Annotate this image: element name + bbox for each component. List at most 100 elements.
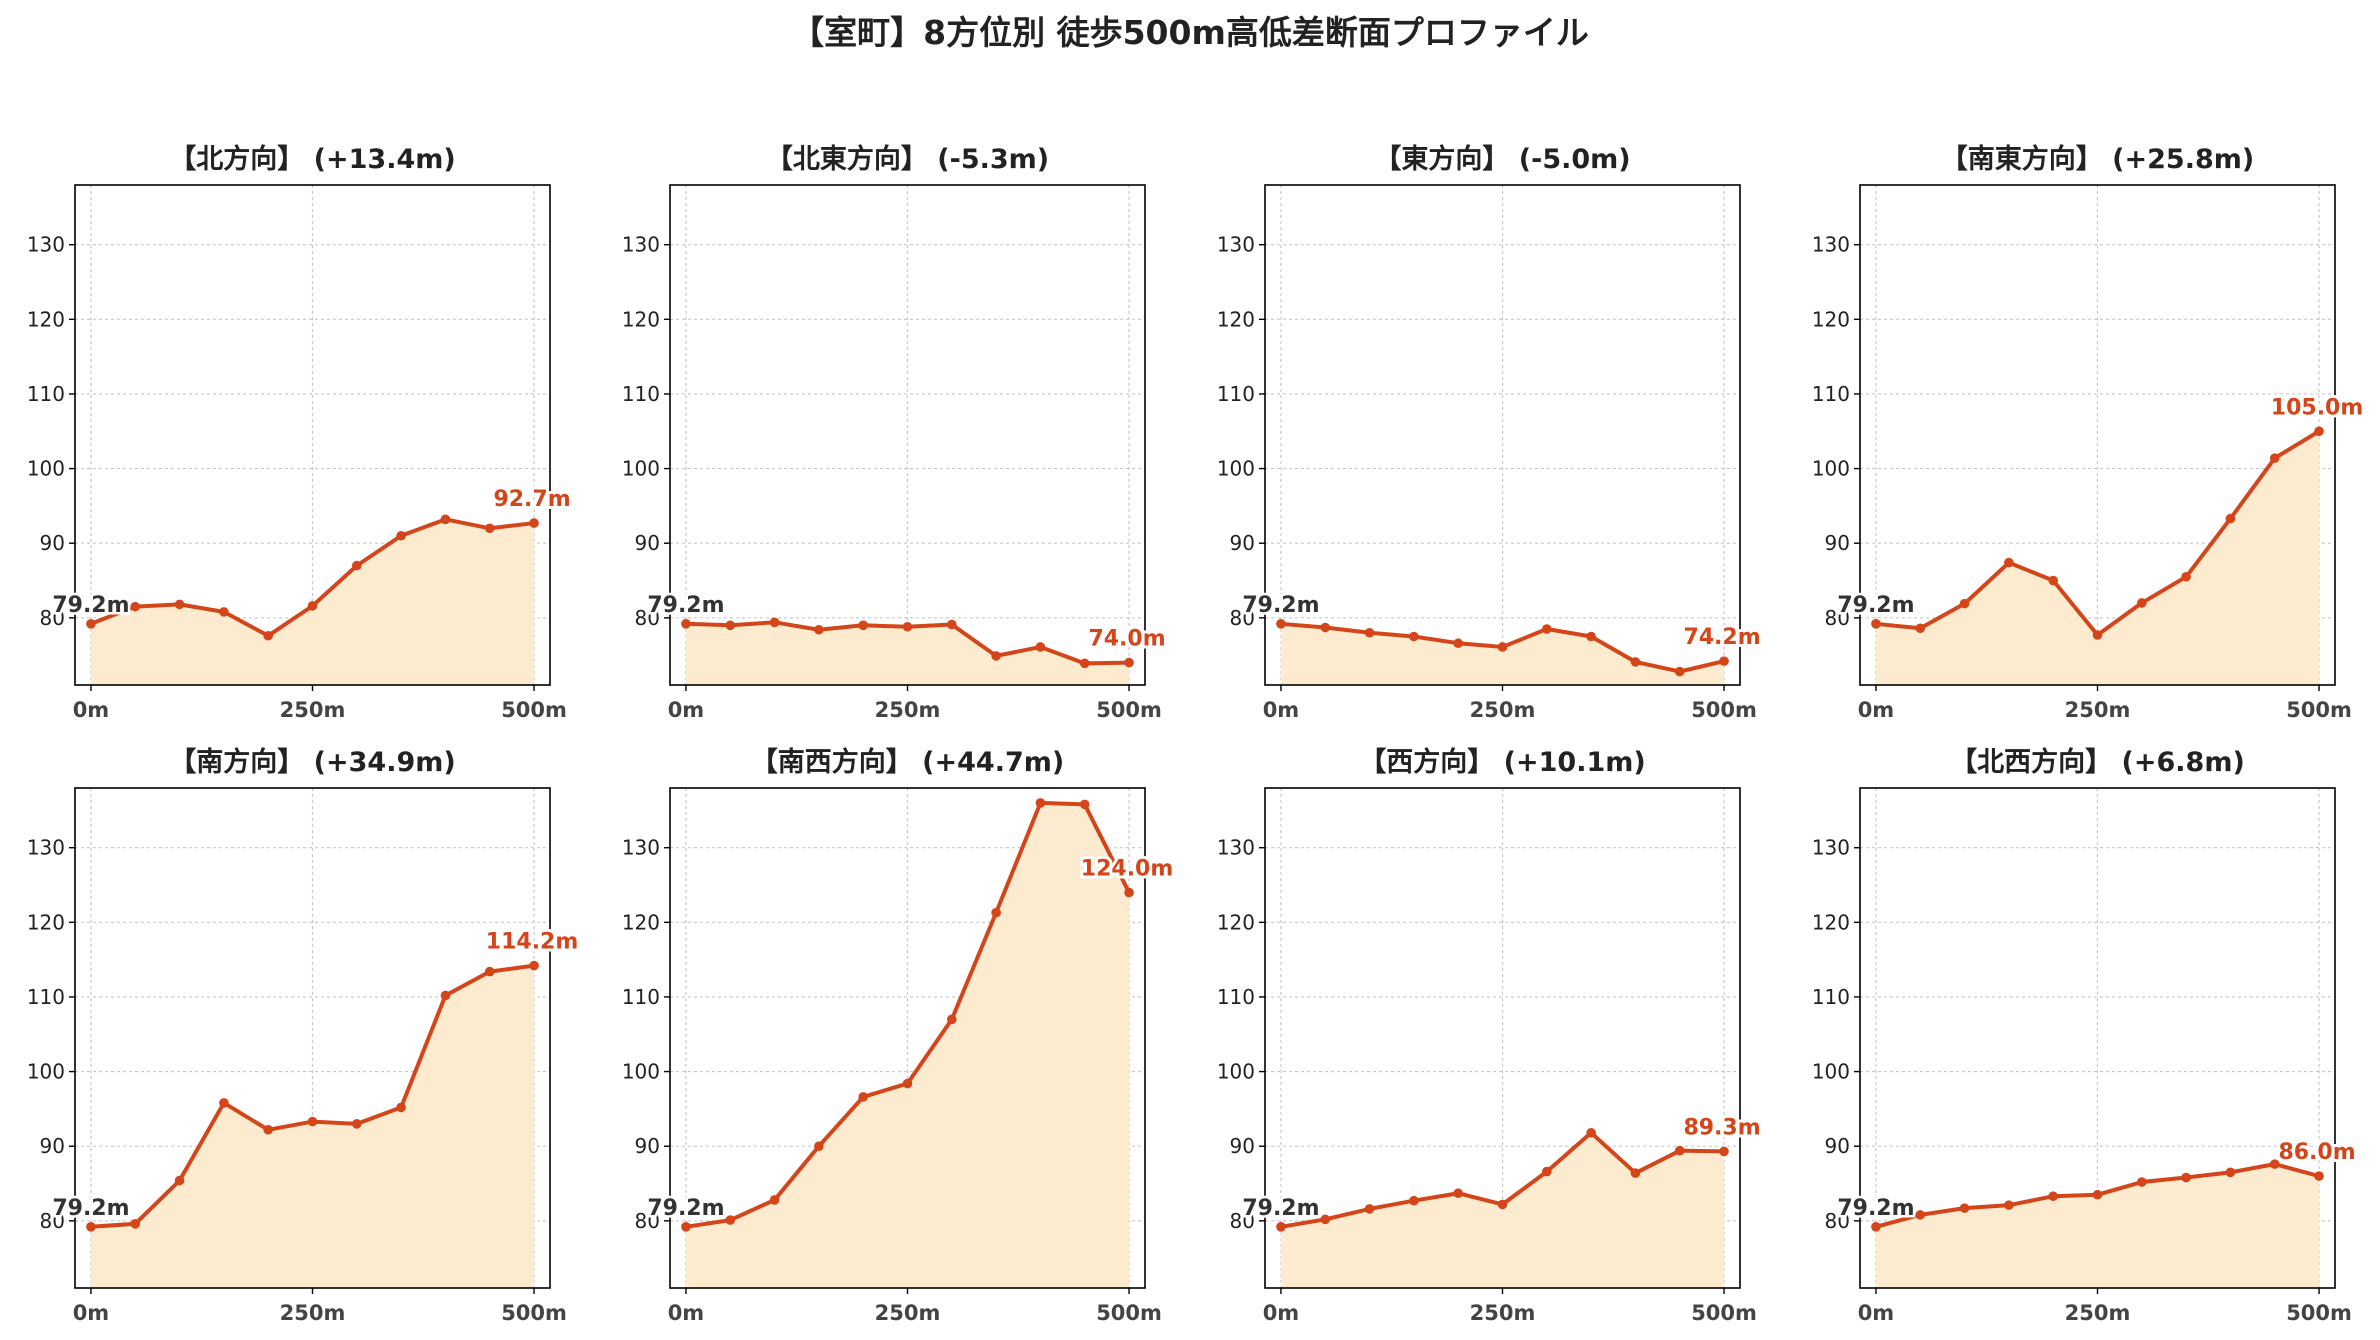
y-tick-label: 80: [635, 1209, 660, 1233]
data-point: [947, 1014, 957, 1025]
start-elevation-label: 79.2m: [647, 593, 724, 618]
y-tick-label: 100: [622, 1060, 660, 1084]
area-fill: [685, 802, 1130, 1288]
start-elevation-label: 79.2m: [1837, 593, 1914, 618]
chart-panel-6: 【西方向】 (+10.1m) 80 90 100 110 120 130 0m 250m 500m…: [1217, 746, 1764, 1325]
x-tick-label: 500m: [2286, 1301, 2352, 1325]
chart-panel-2: 【東方向】 (-5.0m) 80 90 100 110 120 130 0m 250m 500m 7…: [1217, 143, 1764, 722]
y-tick-label: 80: [1230, 1209, 1255, 1233]
y-tick-label: 100: [27, 457, 65, 481]
x-tick-label: 0m: [1858, 1301, 1895, 1325]
data-point: [2225, 1167, 2236, 1178]
data-point: [263, 630, 273, 641]
data-point: [814, 624, 824, 635]
data-point: [484, 523, 495, 534]
data-point: [858, 620, 868, 631]
panel-title: 【南東方向】 (+25.8m): [1941, 143, 2254, 175]
y-tick-label: 110: [622, 382, 660, 406]
y-tick-label: 110: [622, 985, 660, 1009]
chart-panel-7: 【北西方向】 (+6.8m) 80 90 100 110 120 130 0m 250m 500m…: [1812, 746, 2359, 1325]
data-point: [130, 1219, 141, 1229]
panel-title: 【南方向】 (+34.9m): [169, 746, 455, 778]
chart-panel-4: 【南方向】 (+34.9m) 80 90 100 110 120 130 0m 250m 500m…: [27, 746, 581, 1325]
data-point: [484, 966, 495, 977]
end-elevation-label: 92.7m: [493, 487, 570, 512]
end-elevation-label: 86.0m: [2278, 1140, 2355, 1165]
figure-title: 【室町】8方位別 徒歩500m高低差断面プロファイル: [791, 13, 1589, 52]
y-tick-label: 90: [1825, 531, 1850, 555]
x-tick-label: 250m: [280, 1301, 346, 1325]
data-point: [2269, 1159, 2280, 1169]
data-point: [814, 1141, 824, 1152]
panel-title: 【東方向】 (-5.0m): [1374, 143, 1630, 175]
y-tick-label: 130: [1812, 233, 1850, 257]
data-point: [2137, 1177, 2147, 1187]
x-tick-label: 500m: [2286, 698, 2352, 722]
x-tick-label: 250m: [2065, 698, 2131, 722]
data-point: [991, 651, 1001, 661]
data-point: [2092, 1189, 2103, 1200]
data-point: [1409, 1195, 1419, 1206]
x-tick-label: 0m: [73, 698, 110, 722]
chart-panel-5: 【南西方向】 (+44.7m) 80 90 100 110 120 130 0m 250m 500…: [622, 746, 1176, 1325]
y-tick-label: 80: [635, 606, 660, 630]
x-tick-label: 250m: [2065, 1301, 2131, 1325]
start-elevation-label: 79.2m: [1837, 1196, 1914, 1221]
data-point: [681, 619, 691, 629]
data-point: [1542, 1166, 1552, 1177]
data-point: [396, 530, 406, 541]
data-point: [2004, 557, 2014, 568]
y-tick-label: 120: [1812, 307, 1850, 331]
data-point: [725, 1215, 736, 1225]
data-point: [1719, 656, 1729, 666]
y-tick-label: 100: [622, 457, 660, 481]
data-point: [2004, 1200, 2014, 1210]
x-tick-label: 250m: [1470, 698, 1536, 722]
data-point: [1320, 622, 1331, 633]
y-tick-label: 90: [635, 531, 660, 555]
data-point: [1364, 627, 1375, 638]
x-tick-label: 0m: [1263, 1301, 1300, 1325]
y-tick-label: 110: [27, 382, 65, 406]
data-point: [174, 1175, 185, 1186]
data-point: [174, 599, 185, 610]
x-tick-label: 250m: [875, 698, 941, 722]
x-tick-label: 500m: [501, 1301, 567, 1325]
data-point: [263, 1124, 273, 1135]
data-point: [529, 518, 539, 528]
end-elevation-label: 114.2m: [486, 930, 579, 955]
data-point: [1409, 631, 1419, 642]
data-point: [1035, 642, 1046, 652]
data-point: [1035, 798, 1046, 808]
data-point: [769, 1195, 780, 1205]
data-point: [1871, 1222, 1881, 1232]
start-elevation-label: 79.2m: [52, 593, 129, 618]
data-point: [2181, 1172, 2191, 1183]
end-elevation-label: 105.0m: [2271, 395, 2364, 420]
data-point: [1497, 1199, 1508, 1210]
y-tick-label: 110: [27, 985, 65, 1009]
panel-title: 【北東方向】 (-5.3m): [766, 143, 1049, 175]
y-tick-label: 90: [1825, 1134, 1850, 1158]
data-point: [352, 1119, 362, 1129]
y-tick-label: 120: [27, 307, 65, 331]
data-point: [681, 1222, 691, 1232]
x-tick-label: 250m: [875, 1301, 941, 1325]
y-tick-label: 110: [1217, 382, 1255, 406]
y-tick-label: 130: [1217, 836, 1255, 860]
data-point: [86, 1222, 96, 1232]
y-tick-label: 100: [1217, 457, 1255, 481]
y-tick-label: 130: [622, 233, 660, 257]
y-tick-label: 90: [40, 1134, 65, 1158]
data-point: [858, 1092, 868, 1102]
x-tick-label: 0m: [1858, 698, 1895, 722]
data-point: [1915, 1210, 1926, 1220]
y-tick-label: 120: [1217, 910, 1255, 934]
data-point: [396, 1102, 406, 1113]
x-tick-label: 250m: [1470, 1301, 1536, 1325]
data-point: [2048, 575, 2058, 586]
y-tick-label: 80: [40, 606, 65, 630]
y-tick-label: 130: [27, 233, 65, 257]
start-elevation-label: 79.2m: [1242, 1196, 1319, 1221]
